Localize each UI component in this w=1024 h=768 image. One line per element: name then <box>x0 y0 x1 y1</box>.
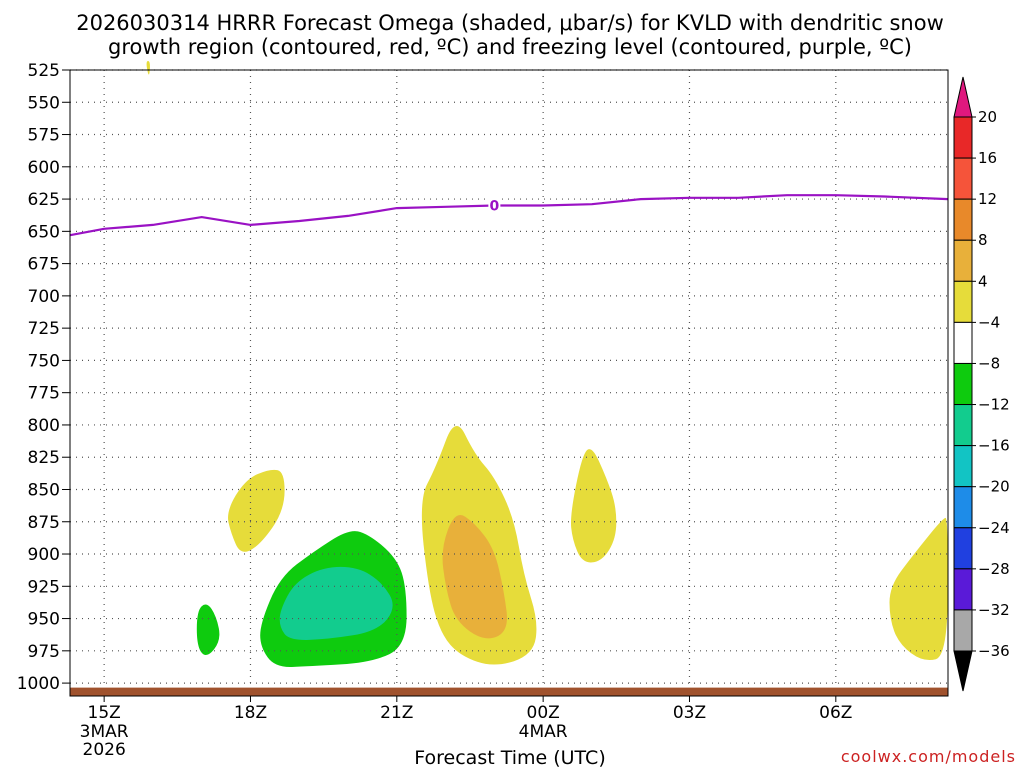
y-tick-label: 700 <box>28 287 60 307</box>
x-tick-label: 21Z <box>380 703 413 723</box>
omega-region-upward-yellow-top <box>146 61 150 75</box>
colorbar-tick-label: −36 <box>978 642 1010 660</box>
colorbar-swatch <box>953 239 973 282</box>
omega-region-upward-yellow-07z <box>889 517 948 661</box>
x-tick-label: 15Z <box>88 703 121 723</box>
colorbar-tick-label: 16 <box>978 149 997 167</box>
colorbar-bottom-arrow <box>953 650 973 692</box>
y-tick-label: 975 <box>28 642 60 662</box>
chart-title-line2: growth region (contoured, red, ºC) and f… <box>108 35 912 59</box>
y-tick-label: 600 <box>28 158 60 178</box>
y-tick-label: 675 <box>28 255 60 275</box>
y-tick-label: 925 <box>28 577 60 597</box>
x-axis-title: Forecast Time (UTC) <box>414 747 605 768</box>
y-tick-label: 950 <box>28 610 60 630</box>
credit-text: coolwx.com/models <box>841 747 1016 766</box>
colorbar-swatch <box>953 157 973 200</box>
y-tick-label: 875 <box>28 513 60 533</box>
y-tick-label: 775 <box>28 384 60 404</box>
y-tick-label: 825 <box>28 448 60 468</box>
omega-region-downward-teal-20z <box>279 566 393 640</box>
omega-region-downward-green-17z <box>196 604 220 656</box>
colorbar-swatch <box>953 362 973 406</box>
x-date-label: 3MAR <box>80 722 129 742</box>
x-tick-label: 00Z <box>527 703 560 723</box>
colorbar-tick-label: 4 <box>978 272 988 290</box>
colorbar-swatch <box>953 116 973 159</box>
chart-title-line1: 2026030314 HRRR Forecast Omega (shaded, … <box>76 11 944 35</box>
omega-region-upward-yellow-01z <box>571 449 617 563</box>
colorbar-swatch <box>953 609 973 652</box>
colorbar-tick-label: 8 <box>978 231 988 249</box>
colorbar-top-arrow <box>953 76 973 118</box>
colorbar: 20 16 12 8 4 −4 −8 −12 −16 −20 −24 −28 −32 −36 <box>953 76 1010 692</box>
x-tick-label: 03Z <box>673 703 706 723</box>
colorbar-tick-label: 20 <box>978 108 997 126</box>
y-tick-label: 550 <box>28 93 60 113</box>
colorbar-swatch <box>953 486 973 529</box>
x-year-label: 2026 <box>83 740 126 760</box>
colorbar-swatch <box>953 568 973 611</box>
colorbar-swatch <box>953 445 973 488</box>
x-tick-label: 18Z <box>234 703 267 723</box>
colorbar-tick-label: −8 <box>978 354 1000 372</box>
colorbar-tick-label: 12 <box>978 190 997 208</box>
colorbar-swatch <box>953 198 973 241</box>
y-tick-label: 525 <box>28 61 60 81</box>
y-tick-label: 900 <box>28 545 60 565</box>
y-tick-label: 625 <box>28 190 60 210</box>
omega-region-upward-yellow-18z <box>228 469 285 552</box>
colorbar-swatch <box>953 527 973 570</box>
colorbar-tick-label: −20 <box>978 478 1010 496</box>
freezing-level-line <box>69 194 949 237</box>
freezing-level-contour: 0 <box>69 194 949 237</box>
plot-frame <box>69 69 949 697</box>
colorbar-tick-label: −28 <box>978 560 1010 578</box>
omega-region-upward-orange-22z <box>442 514 507 639</box>
y-tick-label: 575 <box>28 126 60 146</box>
colorbar-swatch <box>953 404 973 447</box>
colorbar-tick-label: −16 <box>978 437 1010 455</box>
colorbar-tick-label: −4 <box>978 313 1000 331</box>
freezing-level-label: 0 <box>489 199 499 215</box>
y-axis: 525 550 575 600 625 650 675 700 725 750 775 800 825 8… <box>17 61 70 694</box>
colorbar-swatch <box>953 321 973 364</box>
omega-shading <box>146 61 948 668</box>
y-tick-label: 1000 <box>17 674 60 694</box>
x-date-label: 4MAR <box>519 722 568 742</box>
colorbar-swatch <box>953 280 973 323</box>
y-tick-label: 750 <box>28 351 60 371</box>
colorbar-tick-label: −32 <box>978 601 1010 619</box>
y-tick-label: 800 <box>28 416 60 436</box>
freezing-label-bg <box>488 197 501 214</box>
y-tick-label: 725 <box>28 319 60 339</box>
x-tick-label: 06Z <box>819 703 852 723</box>
colorbar-tick-label: −12 <box>978 396 1010 414</box>
colorbar-tick-label: −24 <box>978 519 1010 537</box>
terrain-ground-bar <box>70 687 948 696</box>
y-tick-label: 850 <box>28 480 60 500</box>
y-tick-label: 650 <box>28 222 60 242</box>
